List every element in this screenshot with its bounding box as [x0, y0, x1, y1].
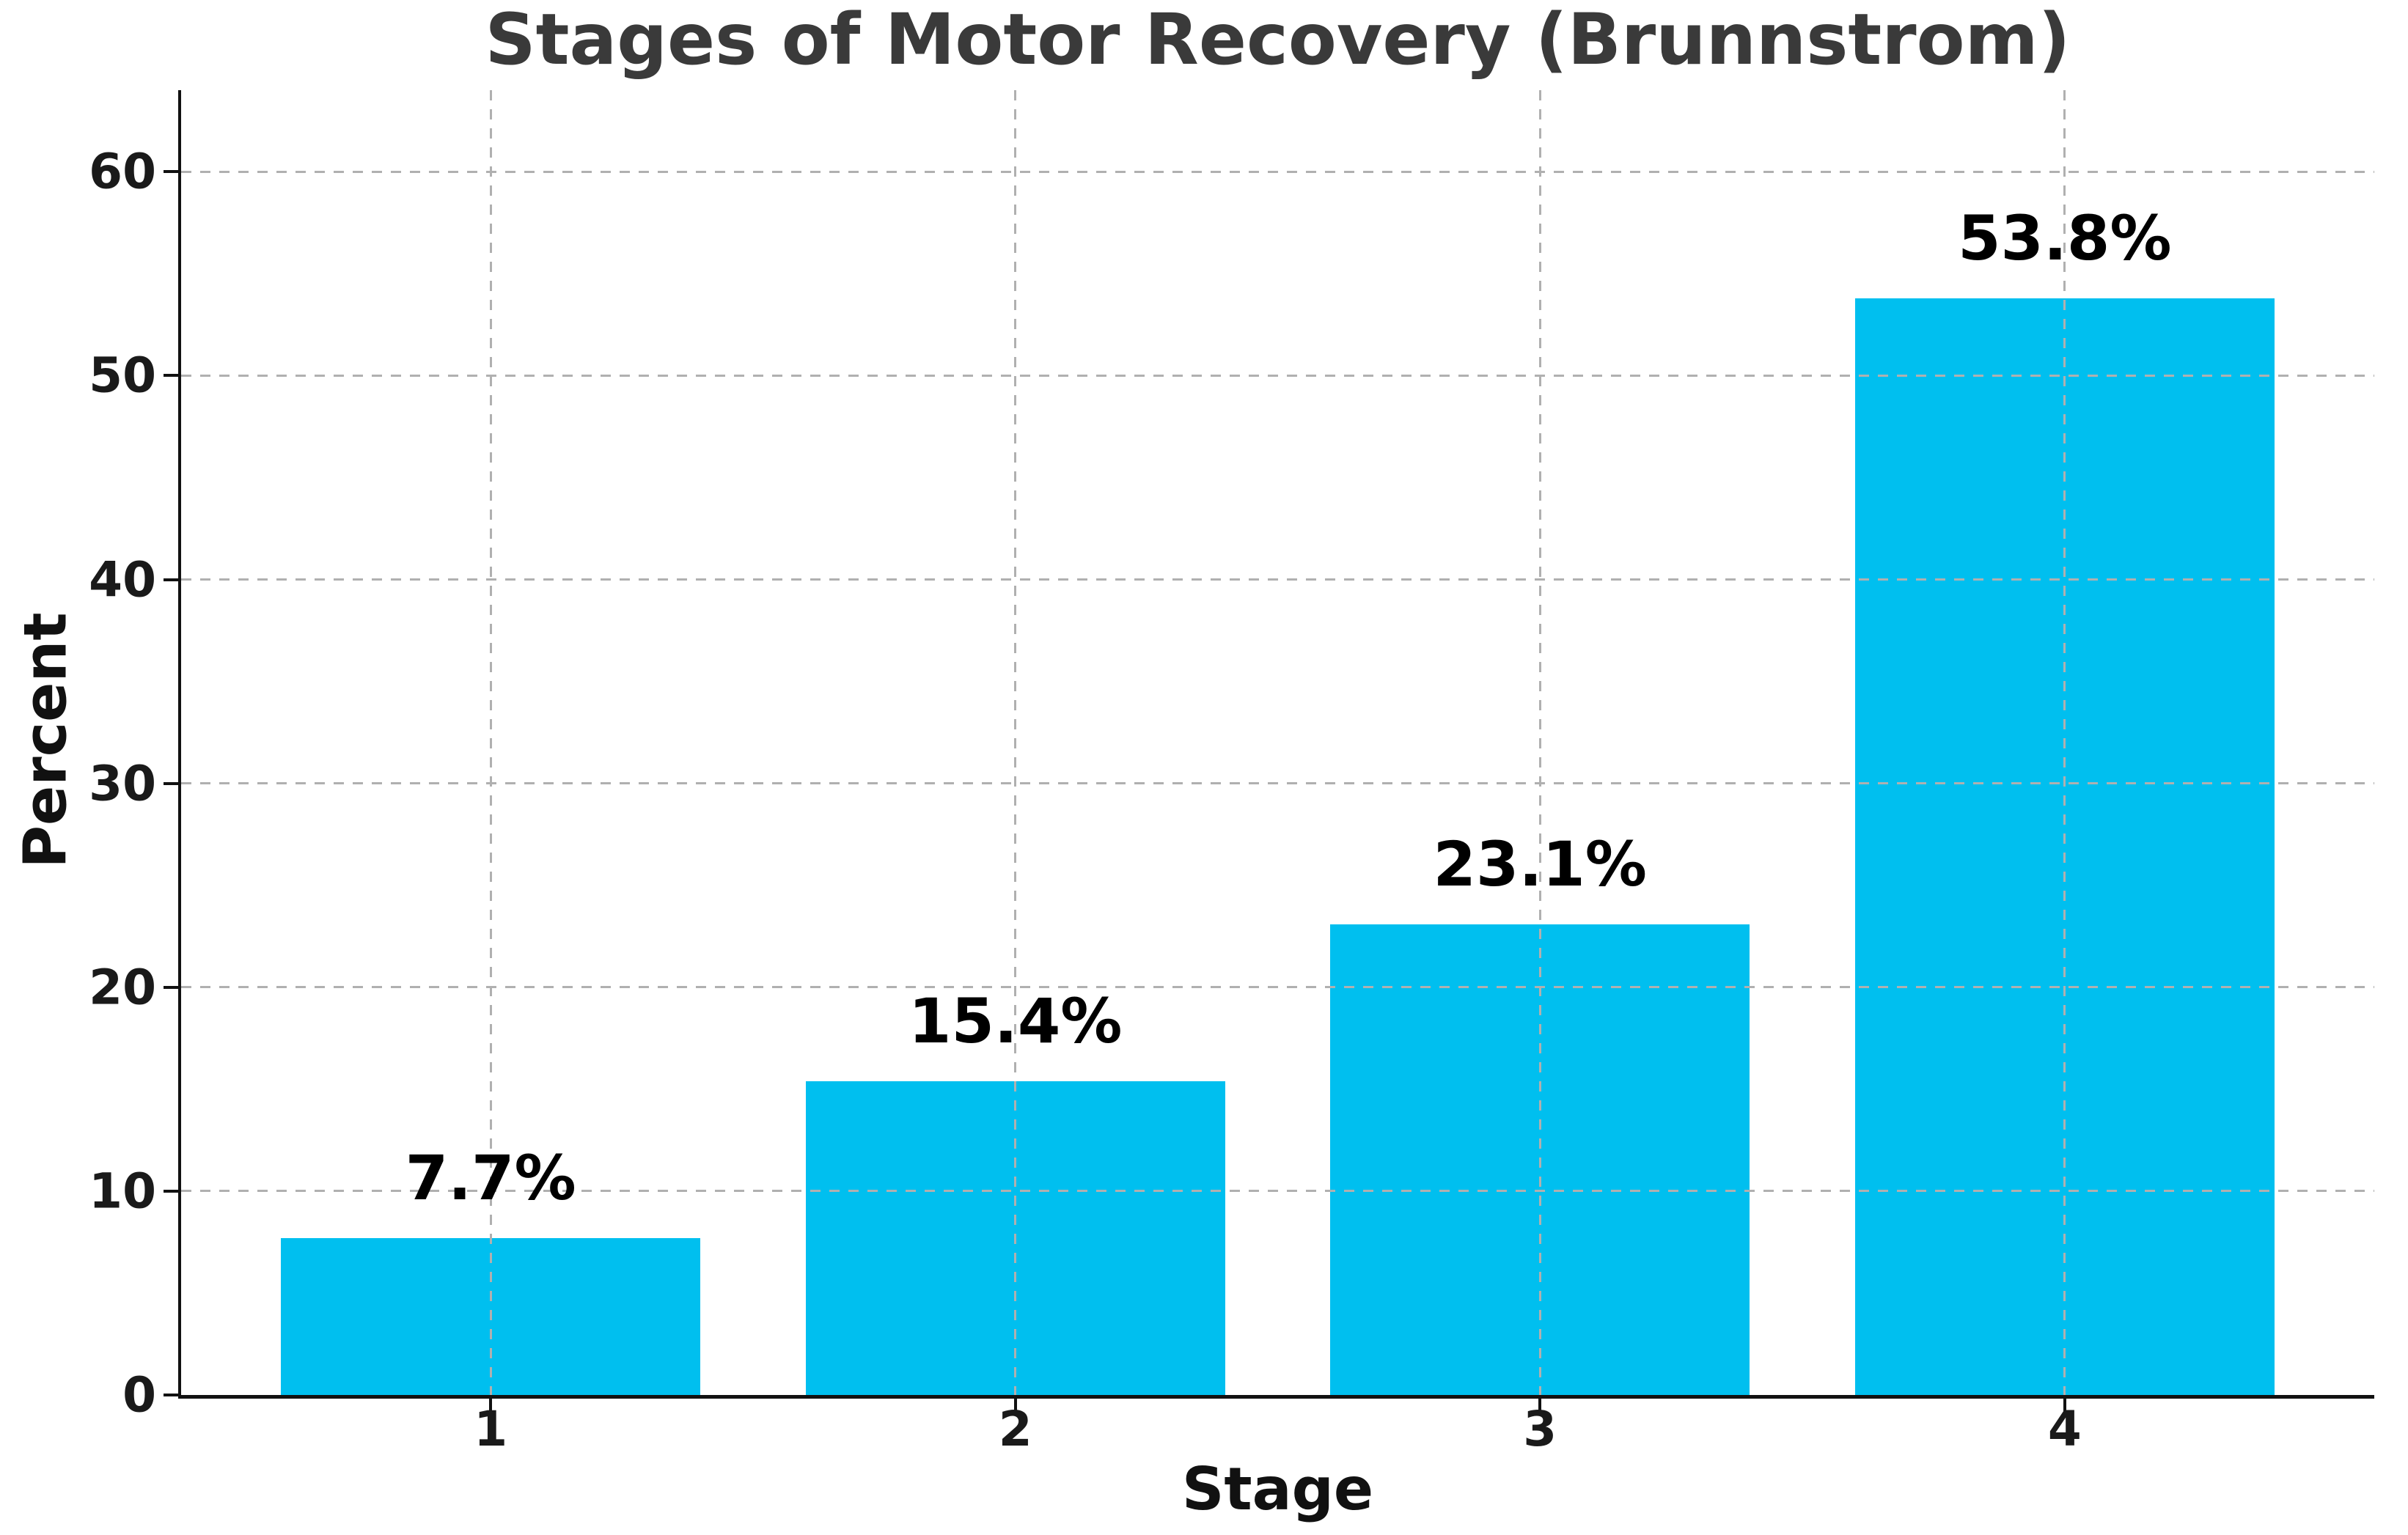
x-tick-mark [2063, 1399, 2066, 1413]
bar-value-label: 23.1% [1433, 828, 1647, 900]
x-tick-mark [1013, 1399, 1017, 1413]
x-axis-spine [178, 1395, 2374, 1399]
x-tick-label: 3 [1523, 1401, 1557, 1457]
y-tick-mark [164, 1189, 178, 1193]
y-tick-mark [164, 985, 178, 989]
chart-title: Stages of Motor Recovery (Brunnstrom) [485, 0, 2071, 81]
y-axis-title: Percent [11, 612, 80, 869]
vertical-gridline [489, 90, 492, 1395]
x-tick-label: 1 [474, 1401, 508, 1457]
y-tick-label: 50 [89, 347, 156, 404]
plot-area: Stage 0 10 20 30 40 50 60 7.7% 1 15.4% 2 23.1% 3 53.8… [89, 90, 2374, 1523]
y-tick-mark [164, 578, 178, 581]
y-tick-label: 60 [89, 143, 156, 200]
horizontal-gridline [181, 986, 2374, 989]
x-tick-label: 2 [998, 1401, 1032, 1457]
y-tick-label: 0 [122, 1366, 156, 1424]
horizontal-gridline [181, 578, 2374, 581]
horizontal-gridline [181, 782, 2374, 785]
y-tick-label: 20 [89, 959, 156, 1016]
x-axis-title: Stage [1181, 1455, 1374, 1523]
y-tick-mark [164, 781, 178, 785]
horizontal-gridline [181, 374, 2374, 377]
x-tick-mark [489, 1399, 493, 1413]
y-tick-label: 30 [89, 755, 156, 812]
horizontal-gridline [181, 1190, 2374, 1193]
vertical-gridline [1014, 90, 1017, 1395]
y-tick-mark [164, 170, 178, 174]
x-tick-mark [1538, 1399, 1542, 1413]
y-tick-label: 40 [89, 551, 156, 608]
y-axis-spine [178, 90, 181, 1399]
horizontal-gridline [181, 170, 2374, 173]
y-tick-mark [164, 374, 178, 378]
bar-value-label: 53.8% [1958, 202, 2172, 274]
y-tick-label: 10 [89, 1163, 156, 1220]
vertical-gridline [2063, 90, 2066, 1395]
vertical-gridline [1538, 90, 1541, 1395]
y-tick-mark [164, 1394, 178, 1396]
bar-value-label: 7.7% [405, 1141, 576, 1214]
bar-value-label: 15.4% [908, 984, 1123, 1057]
x-tick-label: 4 [2047, 1401, 2082, 1457]
